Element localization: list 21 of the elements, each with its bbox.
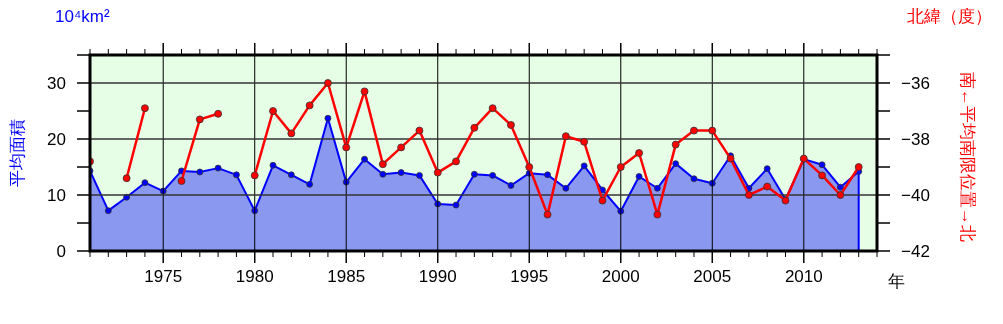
x-tick-label: 1980 xyxy=(235,267,274,286)
x-tick-label: 1995 xyxy=(510,267,549,286)
y-axis-title: 平均面積 xyxy=(8,119,27,187)
x-tick-label: 1985 xyxy=(327,267,366,286)
y-tick-label: 20 xyxy=(47,130,66,149)
y2-tick-label: −40 xyxy=(901,186,930,205)
x-tick-label: 2000 xyxy=(601,267,640,286)
text: 10⁴km² xyxy=(55,7,110,26)
y2-tick-label: −36 xyxy=(901,74,930,93)
x-tick-label: 2005 xyxy=(693,267,732,286)
y-tick-label: 0 xyxy=(56,242,66,261)
x-axis-title: 年 xyxy=(887,272,905,291)
x-tick-label: 1990 xyxy=(418,267,457,286)
y2-tick-label: −42 xyxy=(901,242,930,261)
y2-tick-label: −38 xyxy=(901,130,930,149)
y2-axis-title: 南←平均南限位置→北 xyxy=(958,72,977,242)
x-tick-label: 2010 xyxy=(784,267,823,286)
y-tick-label: 30 xyxy=(47,74,66,93)
y-tick-label: 10 xyxy=(47,186,66,205)
text: 北緯（度） xyxy=(907,7,992,26)
x-tick-label: 1975 xyxy=(144,267,183,286)
